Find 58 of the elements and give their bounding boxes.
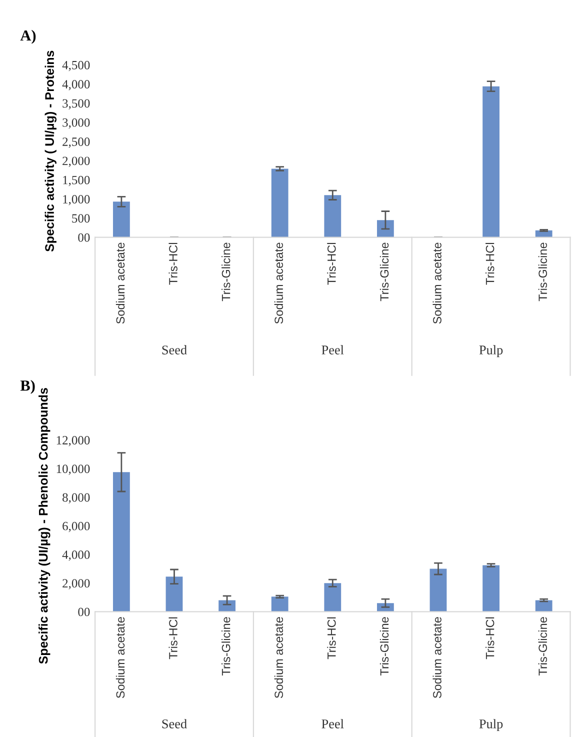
- x-tick-label: Tris-HCl: [486, 242, 494, 285]
- x-tick-label: Tris-Glicine: [538, 617, 548, 676]
- x-tick-label: Tris-HCl: [168, 617, 178, 660]
- x-tick-label: Sodium acetate: [432, 242, 442, 324]
- y-tick-label: 8,000: [62, 493, 90, 504]
- y-tick-label: 3,500: [62, 99, 90, 110]
- bar: [535, 600, 552, 612]
- text: Peel: [322, 719, 344, 728]
- text: Pulp: [479, 345, 503, 358]
- y-tick-label: 3,000: [62, 118, 90, 129]
- x-tick-label: Tris-HCl: [327, 242, 336, 285]
- bar: [430, 568, 447, 612]
- y-tick-label: 4,500: [62, 60, 90, 72]
- x-tick-label: Sodium acetate: [274, 617, 284, 698]
- y-axis-title: Specific activity (UI/µg) - Phenolic Compounds: [38, 388, 50, 664]
- chart-title: A): [20, 30, 36, 44]
- bar: [376, 220, 394, 238]
- y-tick-label: 12,000: [56, 436, 90, 446]
- x-tick-label: Tris-Glicine: [538, 242, 548, 302]
- y-tick-label: 500: [72, 214, 90, 223]
- bar: [271, 596, 288, 612]
- x-tick-label: Tris-Glicine: [222, 617, 230, 676]
- y-tick-label: 2,000: [62, 579, 90, 590]
- bar: [324, 195, 342, 238]
- x-tick-label: Tris-Glicine: [380, 617, 389, 676]
- bar: [482, 86, 500, 238]
- text: Seed: [162, 719, 187, 728]
- x-tick-label: Tris-Glicine: [222, 242, 230, 302]
- bar: [482, 565, 500, 612]
- chart-title: B): [20, 380, 35, 394]
- x-tick-label: Sodium acetate: [116, 617, 125, 698]
- x-tick-label: Tris-HCl: [486, 617, 494, 660]
- text: Pulp: [479, 719, 503, 732]
- y-tick-label: 2,500: [62, 138, 90, 148]
- bar: [218, 600, 236, 612]
- x-tick-label: Sodium acetate: [116, 242, 125, 324]
- x-tick-label: Sodium acetate: [432, 617, 442, 698]
- bar: [324, 583, 342, 612]
- y-tick-label: 1,000: [63, 195, 90, 206]
- x-tick-label: Tris-Glicine: [380, 242, 389, 302]
- y-tick-label: 00: [78, 233, 90, 242]
- x-tick-label: Tris-HCl: [168, 242, 178, 285]
- x-tick-label: Tris-HCl: [327, 617, 336, 660]
- y-axis-title: Specific activity ( UI/µg) - Proteins: [44, 50, 56, 252]
- y-tick-label: 10,000: [56, 464, 90, 475]
- y-tick-label: 1,500: [63, 176, 90, 186]
- text: Seed: [162, 345, 187, 354]
- y-tick-label: 4,000: [62, 80, 90, 90]
- y-tick-label: 00: [78, 608, 90, 616]
- bar: [112, 202, 130, 238]
- bar: [166, 576, 183, 612]
- y-tick-label: 2,000: [62, 156, 90, 167]
- text: Peel: [322, 345, 344, 354]
- bar: [112, 472, 130, 612]
- y-tick-label: 4,000: [62, 550, 90, 561]
- x-tick-label: Sodium acetate: [274, 242, 284, 324]
- y-tick-label: 6,000: [62, 522, 90, 532]
- bar: [271, 168, 288, 238]
